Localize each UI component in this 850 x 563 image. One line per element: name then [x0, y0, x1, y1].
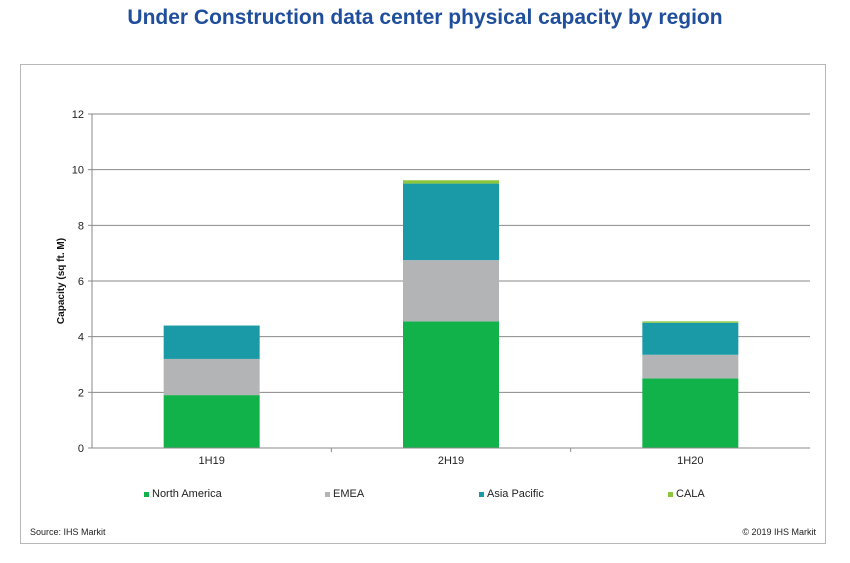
- y-axis-ticks: 0 2 4 6 8 10 12: [72, 109, 92, 455]
- y-tick-label: 12: [72, 109, 84, 121]
- legend-swatch: [668, 492, 673, 497]
- bar-1h20-cala: [642, 321, 739, 323]
- bars: [163, 180, 739, 448]
- bar-2h19-emea: [403, 260, 499, 322]
- bar-2h19-asia-pacific: [403, 183, 499, 261]
- legend-swatch: [144, 492, 149, 497]
- bar-2h19-north-america: [403, 321, 499, 448]
- bar-1h20-asia-pacific: [642, 322, 739, 355]
- legend-swatch: [479, 492, 484, 497]
- y-axis-label: Capacity (sq ft. M): [56, 238, 67, 324]
- legend-label: EMEA: [333, 488, 365, 500]
- copyright-note: © 2019 IHS Markit: [742, 527, 816, 537]
- y-tick-label: 2: [78, 387, 84, 399]
- source-note: Source: IHS Markit: [30, 527, 106, 537]
- y-tick-label: 10: [72, 165, 84, 177]
- legend-label: CALA: [676, 488, 705, 500]
- legend-swatch: [325, 492, 330, 497]
- y-tick-label: 0: [78, 443, 84, 455]
- y-tick-label: 4: [78, 332, 84, 344]
- bar-1h19-emea: [163, 358, 260, 396]
- bar-2h19-cala: [403, 180, 499, 184]
- chart-title: Under Construction data center physical …: [127, 6, 723, 29]
- y-tick-label: 6: [78, 276, 84, 288]
- legend-label: North America: [152, 488, 223, 500]
- bar-1h20-north-america: [642, 378, 739, 448]
- y-tick-label: 8: [78, 220, 84, 232]
- bar-1h19-north-america: [163, 395, 260, 448]
- bar-1h20-emea: [642, 354, 739, 379]
- legend-label: Asia Pacific: [487, 488, 544, 500]
- bar-1h19-asia-pacific: [163, 325, 260, 359]
- x-tick-label: 1H19: [199, 455, 225, 467]
- x-tick-label: 1H20: [677, 455, 703, 467]
- x-axis-ticks: 1H19 2H19 1H20: [199, 448, 703, 467]
- x-tick-label: 2H19: [438, 455, 464, 467]
- legend: North America EMEA Asia Pacific CALA: [144, 488, 705, 500]
